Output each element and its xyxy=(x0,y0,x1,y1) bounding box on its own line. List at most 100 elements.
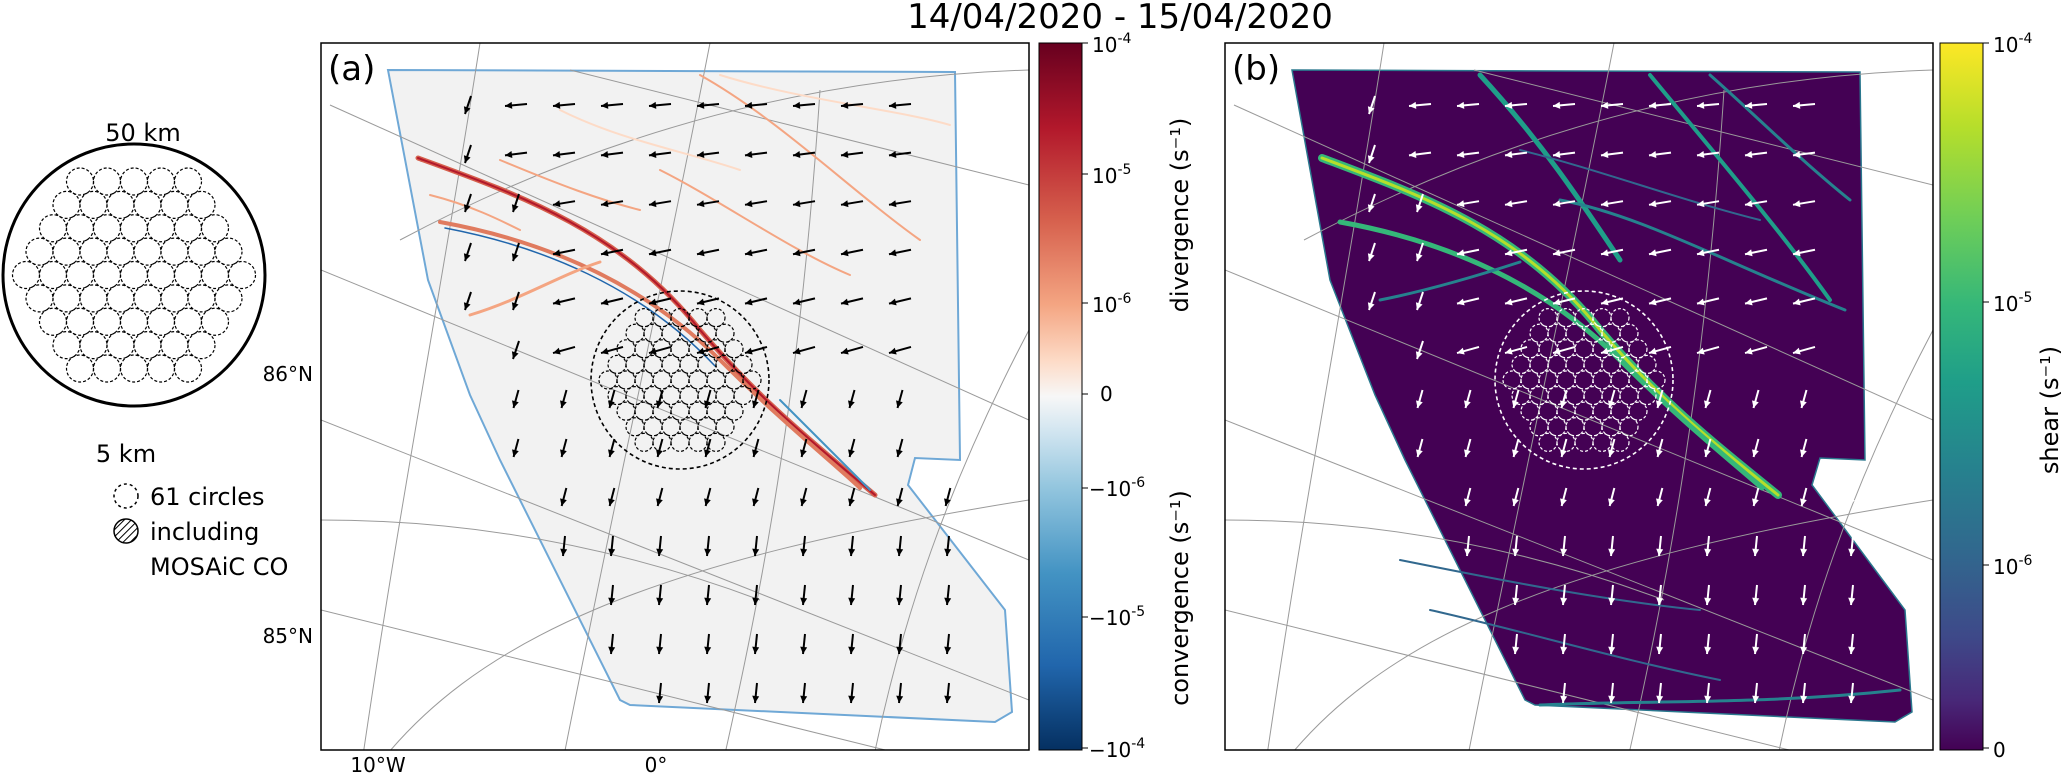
drift-arrow-head xyxy=(1848,498,1855,506)
overlay-circle xyxy=(715,323,735,343)
colorbar-shear xyxy=(1939,42,1984,751)
drift-arrow-head xyxy=(697,200,705,208)
inset-small-circle xyxy=(187,237,216,266)
drift-arrow-head xyxy=(752,498,759,506)
inset-small-circle xyxy=(187,331,216,360)
drift-arrow-head xyxy=(463,106,471,114)
overlay-circle xyxy=(625,417,645,437)
inset-small-circle xyxy=(146,354,176,383)
drift-arrow-head xyxy=(608,400,615,408)
drift-arrow-head xyxy=(793,298,801,306)
overlay-circle xyxy=(634,432,654,452)
inset-small-circle xyxy=(65,167,95,196)
overlay-circle xyxy=(1592,370,1612,390)
inset-small-circle xyxy=(38,260,68,290)
drift-arrow-head xyxy=(511,253,519,261)
drift-arrow-head xyxy=(649,200,657,208)
drift-arrow-head xyxy=(1745,347,1753,355)
drift-arrow-head xyxy=(463,302,471,310)
drift-arrow-head xyxy=(745,200,753,208)
drift-arrow-head xyxy=(1608,597,1616,605)
inset-small-circle xyxy=(52,284,81,313)
drift-arrow-head xyxy=(896,449,903,457)
drift-arrow-head xyxy=(1457,347,1465,355)
drift-arrow-head xyxy=(848,498,855,506)
overlay-circle xyxy=(679,323,699,343)
colorbar-convergence-label: convergence (s⁻¹) xyxy=(1166,490,1194,706)
drift-arrow-head xyxy=(1601,101,1609,109)
colorbar-divergence-label: divergence (s⁻¹) xyxy=(1166,118,1194,313)
overlay-circle xyxy=(706,432,726,452)
overlay-circle xyxy=(1592,401,1612,421)
graticule-line xyxy=(1267,43,1385,750)
overlay-circle xyxy=(688,432,708,452)
inset-small-circle xyxy=(146,214,176,243)
drift-arrow-head xyxy=(553,249,561,257)
inset-small-circle xyxy=(146,307,176,336)
drift-arrow-head xyxy=(1457,249,1465,257)
inset-small-circle xyxy=(214,284,243,313)
inset-small-circle xyxy=(173,167,203,196)
inset-small-circle xyxy=(92,214,122,243)
inset-small-circle xyxy=(133,237,162,266)
drift-arrow-head xyxy=(1704,646,1712,654)
drift-arrow-head xyxy=(841,347,849,355)
drift-arrow-head xyxy=(800,597,808,605)
overlay-circle xyxy=(1637,385,1657,406)
overlay-circle xyxy=(1610,308,1630,328)
overlay-circle xyxy=(1538,432,1558,452)
drift-arrow-head xyxy=(1409,151,1417,158)
drift-arrow-head xyxy=(1704,498,1711,506)
overlay-circle xyxy=(733,385,753,406)
drift-arrow-head xyxy=(1560,695,1568,703)
graticule-line xyxy=(564,43,711,750)
drift-arrow-head xyxy=(1457,200,1465,208)
overlay-circle xyxy=(706,370,726,390)
svg-text:10-6: 10-6 xyxy=(1092,291,1132,317)
drift-arrow-head xyxy=(608,498,615,506)
inset-small-circle xyxy=(106,237,135,266)
overlay-circle xyxy=(1637,354,1657,375)
inset-small-circle xyxy=(79,237,108,266)
overlay-circle xyxy=(1565,323,1585,343)
drift-arrow-head xyxy=(601,249,609,257)
colorbar-divergence-tick-labels: 10-4 10-5 10-6 0 −10-6 −10-5 −10-4 xyxy=(1089,31,1145,762)
inset-small-circle xyxy=(173,354,203,383)
drift-arrow-head xyxy=(704,646,712,654)
overlay-circle xyxy=(1538,370,1558,390)
drift-arrow-head xyxy=(1649,298,1657,306)
drift-arrow-head xyxy=(1553,151,1561,158)
inset-small-circle xyxy=(106,331,135,360)
overlay-circle xyxy=(1601,385,1621,406)
drift-arrow-head xyxy=(745,347,753,355)
drift-arrow-head xyxy=(1608,498,1615,506)
drift-arrow-head xyxy=(1601,151,1609,158)
graticule-line xyxy=(725,89,821,750)
drift-arrow-head xyxy=(601,347,609,355)
drift-arrow-head xyxy=(1512,498,1519,506)
inset-small-circle xyxy=(133,331,162,360)
overlay-circle xyxy=(679,417,699,437)
drift-arrow-head xyxy=(752,449,759,457)
graticule-line xyxy=(390,499,1029,750)
inset-small-circle xyxy=(106,284,135,313)
panel-b-graticule xyxy=(1225,43,1933,750)
drift-arrow-head xyxy=(1415,253,1423,261)
graticule-line xyxy=(321,519,761,601)
drift-arrow-head xyxy=(1656,548,1664,556)
drift-arrow-head xyxy=(1704,695,1712,703)
overlay-circle xyxy=(1565,385,1585,406)
graticule-line xyxy=(329,104,1029,421)
overlay-circle xyxy=(634,401,654,421)
drift-arrow-head xyxy=(1800,548,1808,556)
drift-arrow-head xyxy=(1601,298,1609,306)
drift-arrow-head xyxy=(841,101,849,109)
inset-small-circle xyxy=(106,190,135,219)
colorbar-divergence-ticks xyxy=(1082,42,1088,749)
panel-b: (b) 10-4 10-5 10-6 0 shear (s⁻¹) xyxy=(1224,31,2064,762)
drift-arrow-head xyxy=(1464,498,1471,506)
drift-arrow-head xyxy=(649,151,657,158)
drift-arrow-head xyxy=(1745,249,1753,257)
drift-arrow-head xyxy=(800,400,807,408)
drift-arrow-head xyxy=(1505,249,1513,257)
